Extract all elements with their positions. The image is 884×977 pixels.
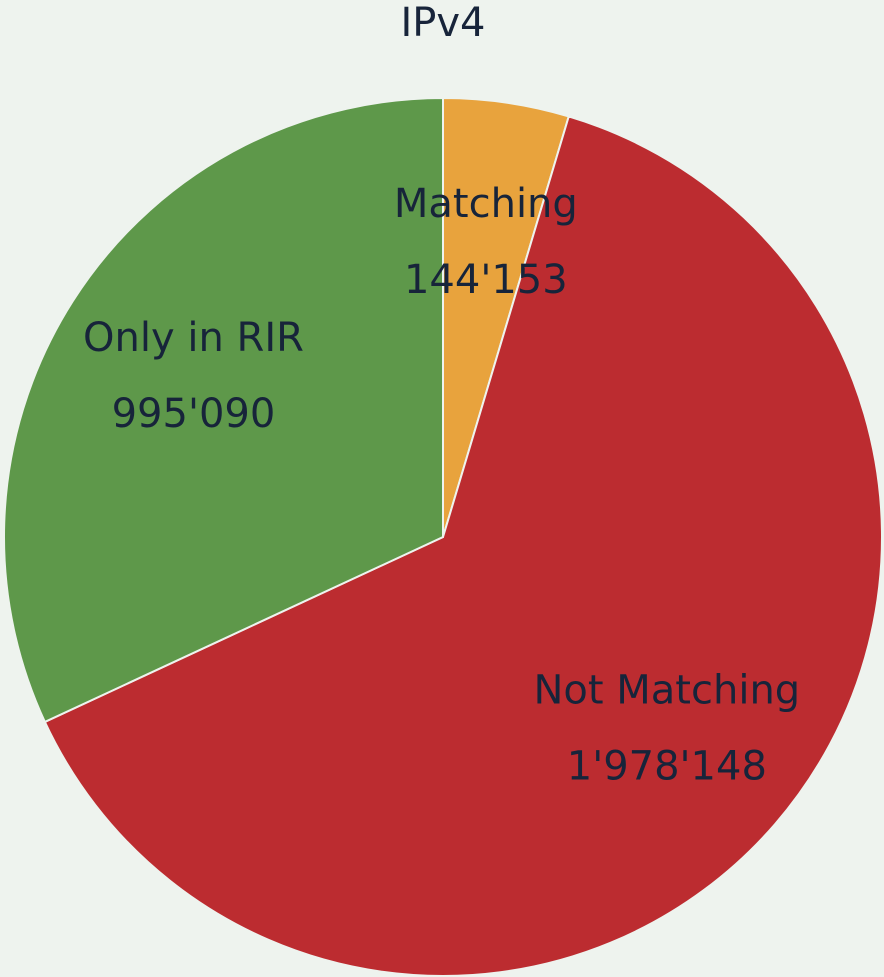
slice-value: 144'153 xyxy=(404,257,568,303)
chart-title: IPv4 xyxy=(400,0,485,46)
slice-label: Only in RIR xyxy=(83,315,304,361)
slice-value: 1'978'148 xyxy=(567,744,767,790)
slice-label: Matching xyxy=(394,181,578,227)
pie-slice xyxy=(3,96,444,724)
pie-slice xyxy=(43,115,883,977)
slice-label: Not Matching xyxy=(533,668,800,714)
slice-value: 995'090 xyxy=(112,391,276,437)
